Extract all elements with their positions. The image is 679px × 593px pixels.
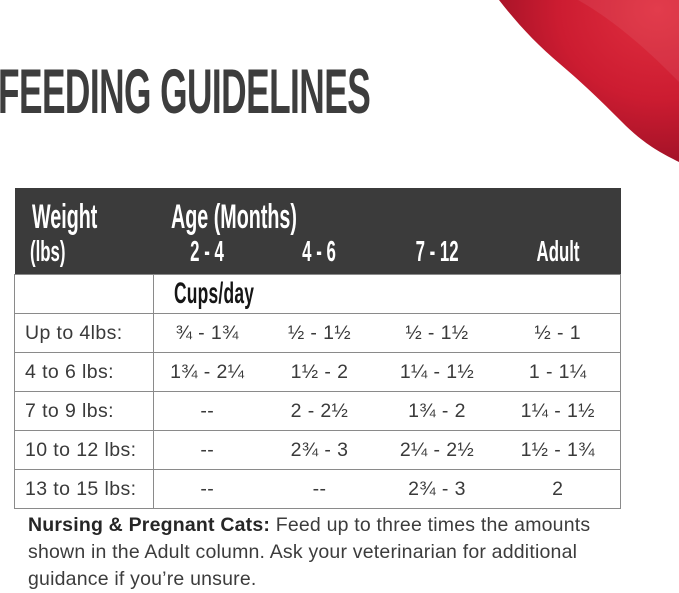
units-row: Cups/day	[14, 274, 621, 314]
age-col-label: 2 - 4	[190, 236, 224, 268]
value-cell: --	[153, 430, 261, 470]
age-col-adult: Adult	[495, 234, 621, 275]
units-cell: Cups/day	[153, 274, 621, 314]
value-cell: 1½ - 1¾	[495, 430, 621, 470]
value-cell: 2 - 2½	[260, 391, 379, 431]
red-swoosh-graphic	[499, 0, 679, 162]
note-lead: Nursing & Pregnant Cats:	[28, 514, 271, 536]
age-col-2-4: 2 - 4	[153, 234, 261, 275]
age-col-4-6: 4 - 6	[260, 234, 379, 275]
weight-unit-label: (lbs)	[29, 236, 66, 268]
value-cell: ¾ - 1¾	[153, 313, 261, 353]
age-header-label: Age (Months)	[170, 198, 297, 236]
value-cell: 1¼ - 1½	[495, 391, 621, 431]
value-cell: 2¾ - 3	[260, 430, 379, 470]
value-cell: ½ - 1½	[260, 313, 379, 353]
age-col-label: Adult	[536, 236, 580, 268]
weight-cell: 4 to 6 lbs:	[14, 352, 154, 392]
feeding-table-container: Weight Age (Months) (lbs) 2 - 4 4 - 6 7 …	[14, 188, 621, 509]
value-cell: 1¾ - 2¼	[153, 352, 261, 392]
value-cell: 1 - 1¼	[495, 352, 621, 392]
table-row: 4 to 6 lbs: 1¾ - 2¼ 1½ - 2 1¼ - 1½ 1 - 1…	[14, 352, 621, 392]
value-cell: 1½ - 2	[260, 352, 379, 392]
value-cell: 1¾ - 2	[378, 391, 496, 431]
weight-cell: 13 to 15 lbs:	[14, 469, 154, 509]
value-cell: ½ - 1	[495, 313, 621, 353]
value-cell: 2¼ - 2½	[378, 430, 496, 470]
page-title: FEEDING GUIDELINES	[0, 57, 371, 127]
weight-unit-header: (lbs)	[14, 234, 154, 275]
weight-cell: 10 to 12 lbs:	[14, 430, 154, 470]
value-cell: 1¼ - 1½	[378, 352, 496, 392]
age-months-header: Age (Months)	[153, 188, 621, 236]
table-row: Up to 4lbs: ¾ - 1¾ ½ - 1½ ½ - 1½ ½ - 1	[14, 313, 621, 353]
value-cell: --	[260, 469, 379, 509]
feeding-table: Weight Age (Months) (lbs) 2 - 4 4 - 6 7 …	[14, 188, 621, 509]
age-col-label: 7 - 12	[415, 236, 459, 268]
value-cell: --	[153, 391, 261, 431]
weight-header-label: Weight	[31, 198, 97, 236]
age-col-label: 4 - 6	[302, 236, 337, 268]
table-row: 10 to 12 lbs: -- 2¾ - 3 2¼ - 2½ 1½ - 1¾	[14, 430, 621, 470]
weight-cell: 7 to 9 lbs:	[14, 391, 154, 431]
value-cell: --	[153, 469, 261, 509]
value-cell: 2	[495, 469, 621, 509]
table-body: Cups/day Up to 4lbs: ¾ - 1¾ ½ - 1½ ½ - 1…	[14, 274, 621, 509]
age-col-7-12: 7 - 12	[378, 234, 496, 275]
weight-column-header: Weight	[14, 188, 154, 236]
weight-cell: Up to 4lbs:	[14, 313, 154, 353]
table-header: Weight Age (Months) (lbs) 2 - 4 4 - 6 7 …	[14, 188, 621, 275]
empty-cell	[14, 274, 154, 314]
nursing-pregnant-note: Nursing & Pregnant Cats: Feed up to thre…	[28, 512, 633, 593]
table-row: 13 to 15 lbs: -- -- 2¾ - 3 2	[14, 469, 621, 509]
units-label: Cups/day	[174, 277, 255, 310]
table-row: 7 to 9 lbs: -- 2 - 2½ 1¾ - 2 1¼ - 1½	[14, 391, 621, 431]
value-cell: 2¾ - 3	[378, 469, 496, 509]
value-cell: ½ - 1½	[378, 313, 496, 353]
